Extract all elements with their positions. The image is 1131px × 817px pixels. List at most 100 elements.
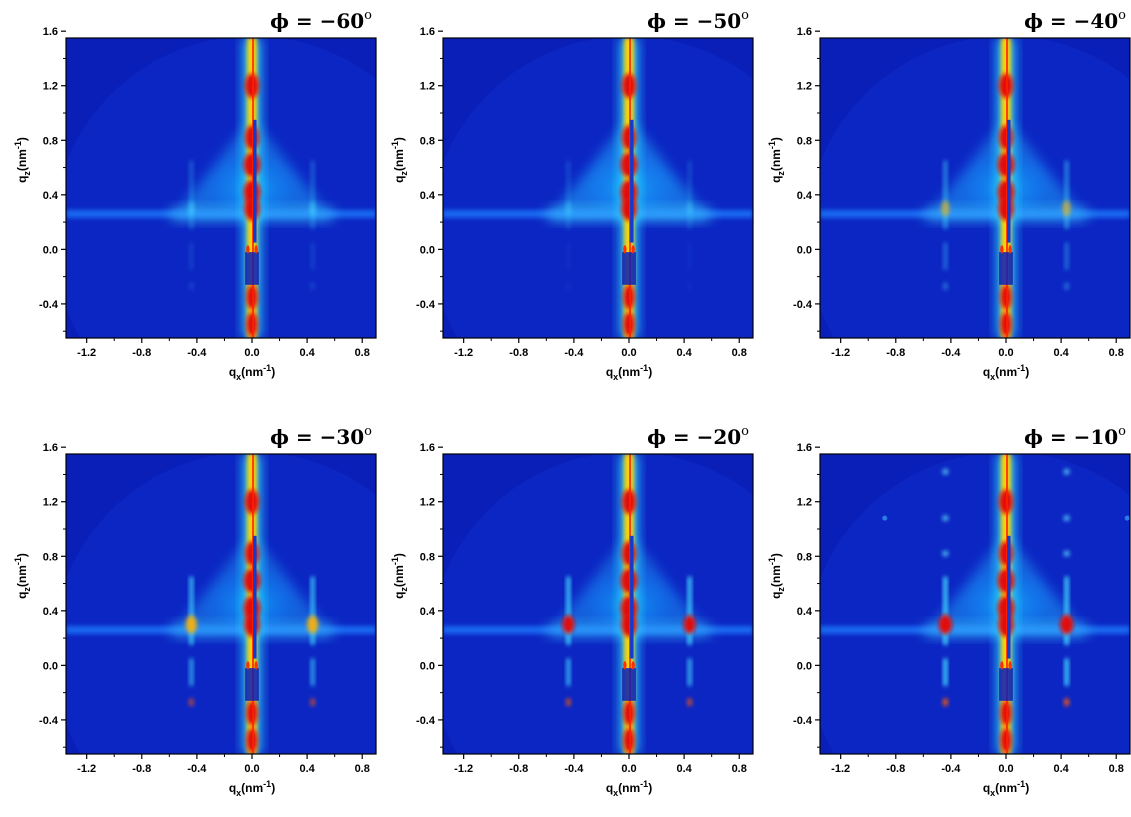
y-tick-label: -0.4 (416, 299, 436, 311)
y-tick-label: 0.0 (43, 660, 58, 672)
side-bragg-rod (189, 160, 194, 229)
y-axis-label-part: ) (769, 553, 783, 557)
x-tick-label: -1.2 (454, 763, 473, 775)
y-tick-label: 1.6 (420, 26, 435, 38)
y-tick-label: 0.8 (43, 135, 58, 147)
y-tick-label: 0.8 (420, 551, 435, 563)
side-bragg-peak (1064, 282, 1070, 291)
scattering-map (443, 38, 753, 338)
panel-title-part: o (1118, 8, 1126, 23)
side-bragg-rod (1064, 160, 1069, 229)
direct-beam-spot (1000, 245, 1004, 254)
side-bragg-peak (683, 615, 696, 634)
beamstop (630, 535, 634, 659)
x-tick-label: 0.8 (355, 763, 370, 775)
side-bragg-peak (188, 201, 195, 216)
side-bragg-peak (185, 615, 197, 634)
y-axis-label-part: (nm (392, 565, 406, 587)
y-axis-label: qz(nm-1) (390, 553, 409, 599)
panel-title-part: o (364, 424, 372, 439)
plot-frame (819, 453, 1131, 755)
x-axis-label-part: (nm (618, 781, 640, 795)
x-axis-label: qx(nm-1) (229, 363, 275, 382)
x-tick-label: 0.4 (1053, 763, 1069, 775)
x-tick-label: 0.8 (355, 347, 370, 359)
side-bragg-peak (942, 282, 948, 291)
panel-title-part: ϕ (647, 9, 666, 33)
side-bragg-peak (562, 615, 575, 634)
x-tick-label: 0.0 (244, 763, 259, 775)
side-bragg-rod (687, 658, 692, 686)
y-axis-label-part: (nm (769, 149, 783, 171)
side-bragg-rod (1064, 658, 1069, 686)
x-axis-label-part: ) (1025, 781, 1029, 795)
x-tick-label: -0.8 (509, 763, 528, 775)
high-order-peak (942, 515, 949, 522)
side-bragg-rod (189, 576, 194, 645)
y-axis-label-part: -1 (13, 557, 23, 565)
rod-core (252, 38, 255, 338)
side-bragg-peak (1064, 698, 1070, 707)
panel-title-part: = −30 (289, 425, 364, 449)
x-tick-label: 0.0 (998, 347, 1013, 359)
x-tick-label: -0.8 (509, 347, 528, 359)
direct-beam-spot (623, 661, 627, 670)
side-bragg-peak (309, 201, 316, 216)
side-bragg-peak (310, 282, 316, 291)
rod-core (629, 38, 632, 338)
x-tick-label: -0.8 (132, 347, 151, 359)
x-tick-label: 0.4 (299, 347, 315, 359)
rod-core (629, 454, 632, 754)
side-bragg-rod (1064, 242, 1069, 270)
y-axis-label: qz(nm-1) (767, 553, 786, 599)
y-tick-label: -0.4 (39, 299, 59, 311)
direct-beam-spot (631, 245, 635, 254)
panel-title-part: ϕ (1024, 425, 1043, 449)
y-axis-label-part: z (399, 171, 409, 176)
x-tick-label: -0.8 (132, 763, 151, 775)
scattering-map (820, 38, 1130, 338)
x-axis-label-part: x (990, 372, 995, 382)
side-bragg-rod (566, 242, 571, 270)
x-axis-label-part: (nm (241, 781, 263, 795)
x-axis-label-part: x (236, 788, 241, 798)
x-axis-label-part: ) (1025, 365, 1029, 379)
y-tick-label: -0.4 (416, 715, 436, 727)
high-order-peak (1063, 468, 1070, 475)
x-axis-label-part: -1 (640, 363, 648, 373)
gisaxs-panel: -1.2 -0.8 -0.4 0.0 0.4 0.8 -0.4 0.0 0.4 0.8 1.2 1.6… (0, 416, 377, 817)
y-axis-label-part: z (776, 587, 786, 592)
panel-title: ϕ = −10o (1024, 424, 1126, 449)
x-axis-label-part: ) (648, 781, 652, 795)
rod-core (1006, 454, 1009, 754)
x-axis-label-part: (nm (995, 365, 1017, 379)
y-tick-label: 0.4 (797, 606, 813, 618)
y-tick-label: 0.4 (797, 190, 813, 202)
panel-title-part: o (1118, 424, 1126, 439)
y-tick-label: 0.8 (797, 135, 812, 147)
y-tick-label: 1.6 (797, 26, 812, 38)
x-axis-label-part: q (606, 781, 613, 795)
x-tick-label: 0.0 (998, 763, 1013, 775)
side-bragg-peak (941, 200, 950, 217)
beamstop-gap (245, 252, 259, 285)
direct-beam-spot (246, 245, 250, 254)
y-tick-label: 1.6 (797, 442, 812, 454)
x-axis-label-part: q (229, 781, 236, 795)
side-bragg-rod (310, 658, 315, 686)
y-tick-label: 1.2 (797, 497, 812, 509)
side-bragg-rod (1064, 576, 1069, 645)
panel-title-part: o (741, 8, 749, 23)
y-axis-label: qz(nm-1) (13, 137, 32, 183)
side-bragg-rod (310, 576, 315, 645)
x-tick-label: 0.0 (621, 763, 636, 775)
y-axis-label-part: -1 (13, 141, 23, 149)
side-bragg-peak (188, 698, 194, 707)
side-bragg-peak (1062, 200, 1071, 217)
x-axis-label-part: x (613, 788, 618, 798)
side-bragg-peak (1059, 614, 1074, 635)
x-tick-label: 0.8 (1109, 347, 1124, 359)
x-axis-label-part: -1 (263, 779, 271, 789)
x-axis-label-part: ) (648, 365, 652, 379)
x-axis-label-part: x (236, 372, 241, 382)
